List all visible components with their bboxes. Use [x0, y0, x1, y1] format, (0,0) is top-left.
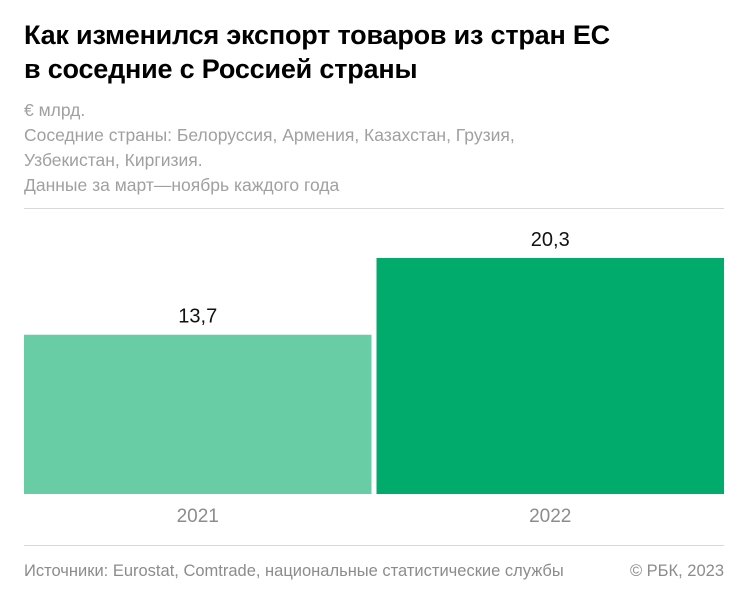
- copyright: © РБК, 2023: [629, 562, 724, 580]
- top-divider: [24, 208, 724, 209]
- title-line-1: Как изменился экспорт товаров из стран Е…: [24, 20, 610, 50]
- value-label-2021: 13,7: [178, 306, 217, 328]
- x-tick-label-2021: 2021: [177, 506, 219, 527]
- title-line-2: в соседние с Россией страны: [24, 54, 418, 84]
- chart-title: Как изменился экспорт товаров из стран Е…: [24, 18, 724, 86]
- note-line-1: Соседние страны: Белоруссия, Армения, Ка…: [24, 125, 515, 145]
- x-tick-label-2022: 2022: [529, 506, 571, 527]
- value-label-2022: 20,3: [531, 229, 570, 251]
- bottom-divider: [24, 545, 724, 546]
- bar-2022: [376, 258, 724, 494]
- unit-label: € млрд.: [24, 100, 86, 120]
- bar-2021: [24, 334, 372, 494]
- source-note: Источники: Eurostat, Comtrade, националь…: [24, 562, 564, 580]
- note-line-2: Узбекистан, Киргизия.: [24, 150, 203, 170]
- note-line-3: Данные за март—ноябрь каждого года: [24, 175, 340, 195]
